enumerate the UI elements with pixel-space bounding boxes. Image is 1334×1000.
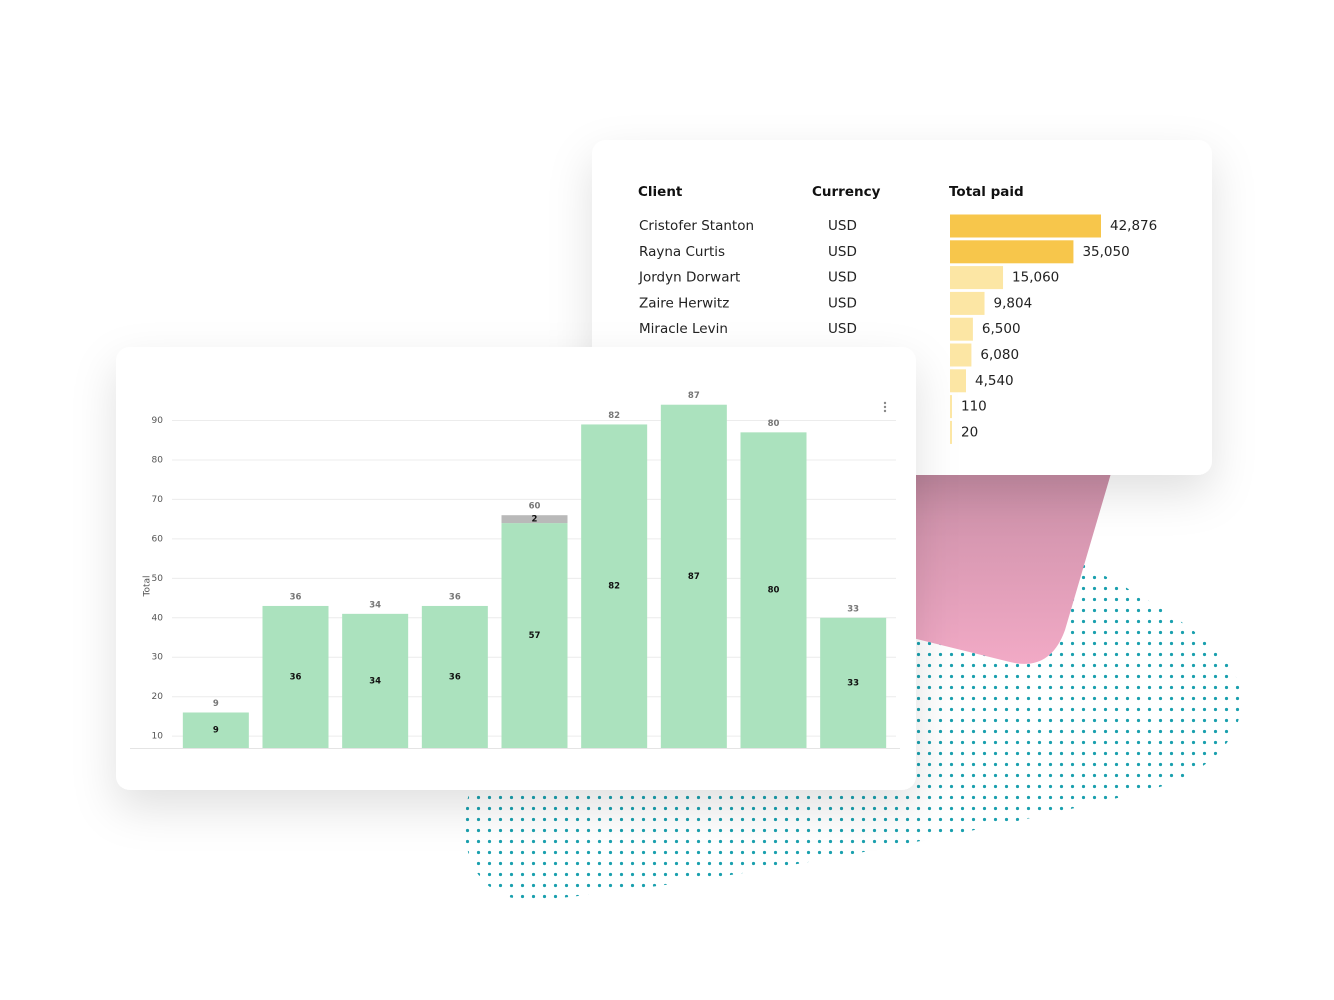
y-tick-label: 30 [152,653,164,663]
bar-segment [581,424,648,748]
bar-value-label: 82 [608,582,620,592]
bar-total-label: 87 [688,391,700,401]
bar-total-label: 60 [529,502,541,512]
y-tick-label: 60 [152,534,164,544]
bar-segment [262,605,329,748]
pink-shape [880,470,1112,664]
menu-icon[interactable] [883,401,887,413]
y-tick-label: 80 [152,455,164,465]
total-paid-bar [950,420,952,444]
y-tick-label: 70 [152,495,164,505]
total-paid-bar [950,240,1074,264]
total-paid-bar [950,291,985,315]
bar-total-label: 82 [608,411,620,421]
client-name: Miracle Levin [639,321,728,337]
bar-segment [660,404,727,748]
y-tick-label: 40 [152,613,164,623]
bar-segment [182,712,249,748]
total-paid-label: 42,876 [1110,218,1157,234]
bar-value-label: 2 [532,515,538,525]
bar-total-label: 9 [213,699,219,709]
currency: USD [828,244,857,260]
client-name: Jordyn Dorwart [638,270,740,286]
bar-segment [421,605,488,748]
y-tick-label: 20 [152,692,164,702]
column-header: Total paid [949,184,1024,200]
y-tick-label: 50 [152,574,164,584]
currency: USD [828,295,857,311]
bar-value-label: 33 [847,678,859,688]
bar-total-label: 80 [768,419,780,429]
bar-value-label: 57 [529,631,541,641]
bar-value-label: 36 [449,672,461,682]
total-paid-label: 6,500 [982,321,1021,337]
total-paid-bar [950,317,973,341]
bar-value-label: 36 [290,672,302,682]
bar-segment [820,617,887,748]
bar-value-label: 34 [369,676,381,686]
total-paid-label: 35,050 [1082,244,1129,260]
bar-total-label: 36 [290,592,302,602]
y-axis-label: Total [143,575,153,597]
y-tick-label: 10 [152,732,164,742]
total-paid-bar [950,395,952,419]
client-name: Zaire Herwitz [639,295,729,311]
bar-segment [501,515,568,524]
total-paid-label: 15,060 [1012,270,1059,286]
bar-segment [740,432,807,748]
y-tick-label: 90 [152,416,164,426]
currency: USD [828,218,857,234]
client-name: Rayna Curtis [639,244,725,260]
column-header: Currency [812,184,881,200]
currency: USD [828,270,857,286]
total-paid-bar [950,343,972,367]
bar-value-label: 9 [213,726,219,736]
total-paid-bar [950,214,1101,238]
client-name: Cristofer Stanton [639,218,754,234]
bar-segment [501,523,568,748]
bar-total-label: 34 [369,600,381,610]
bar-segment [342,613,409,748]
total-paid-label: 9,804 [994,295,1033,311]
currency: USD [828,321,857,337]
bar-value-label: 87 [688,572,700,582]
total-paid-label: 4,540 [975,373,1014,389]
total-paid-bar [950,266,1004,290]
bar-value-label: 80 [768,586,780,596]
column-header: Client [638,184,683,200]
total-paid-label: 110 [961,399,987,415]
bar-total-label: 36 [449,592,461,602]
bar-total-label: 33 [847,604,859,614]
total-paid-label: 20 [961,424,978,440]
total-paid-label: 6,080 [980,347,1019,363]
total-paid-bar [950,369,966,393]
